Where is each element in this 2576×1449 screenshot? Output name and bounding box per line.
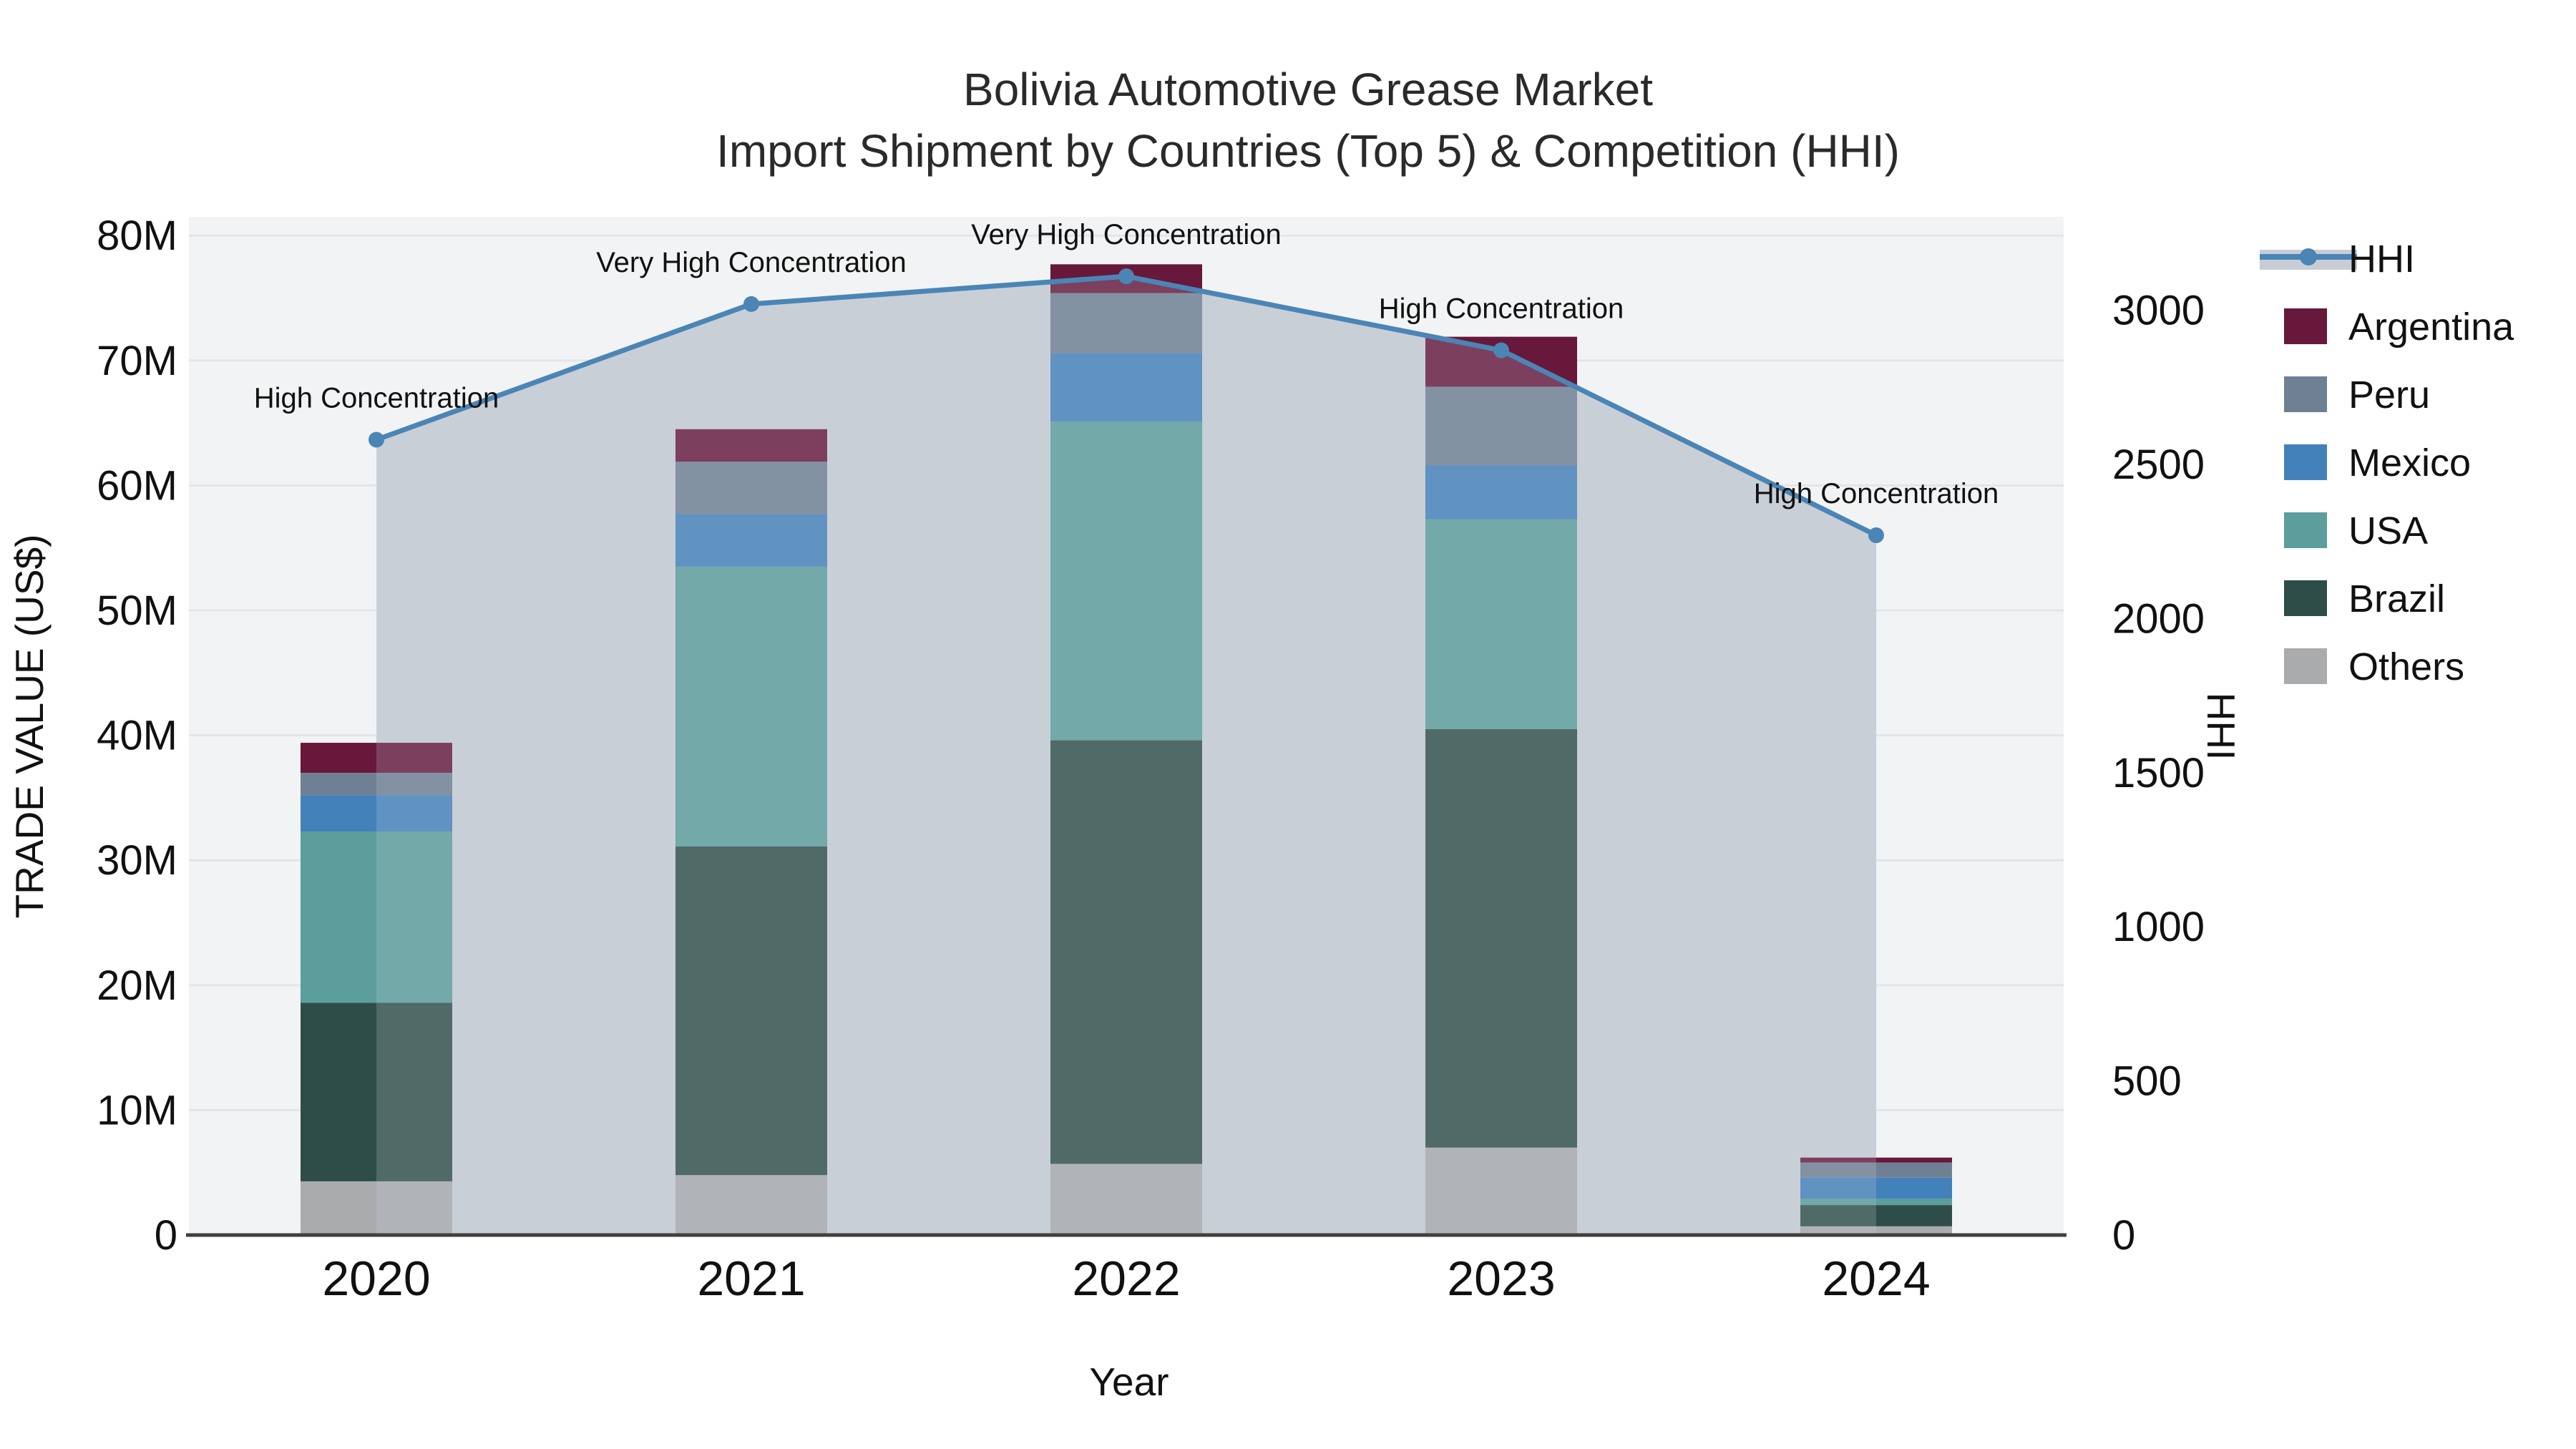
legend-item-others[interactable]: Others — [2284, 645, 2464, 688]
legend-label: HHI — [2348, 238, 2415, 280]
legend-color-swatch — [2284, 376, 2327, 412]
hhi-marker-2023 — [1493, 342, 1509, 358]
y-right-tick-label: 2000 — [2112, 595, 2205, 642]
legend-item-brazil[interactable]: Brazil — [2284, 577, 2445, 620]
bar-segment-argentina-2021 — [675, 429, 827, 462]
legend-item-argentina[interactable]: Argentina — [2284, 306, 2514, 348]
x-tick-label: 2020 — [322, 1252, 430, 1306]
bar-segment-others-2021 — [675, 1175, 827, 1235]
bar-segment-mexico-2021 — [675, 514, 827, 567]
bar-segment-others-2022 — [1050, 1163, 1202, 1235]
bar-segment-usa-2024 — [1800, 1199, 1952, 1206]
legend-item-mexico[interactable]: Mexico — [2284, 441, 2471, 484]
bar-segment-brazil-2022 — [1050, 740, 1202, 1164]
bar-segment-mexico-2020 — [301, 795, 452, 832]
legend-color-swatch — [2284, 444, 2327, 480]
bar-segment-brazil-2023 — [1425, 728, 1577, 1148]
hhi-marker-2022 — [1118, 268, 1134, 285]
legend-label: Others — [2348, 645, 2464, 688]
bar-segment-peru-2020 — [301, 772, 452, 796]
hhi-area-overlay — [376, 276, 1876, 1236]
bar-segment-peru-2023 — [1425, 386, 1577, 466]
y-left-tick-label: 30M — [97, 837, 177, 884]
y-left-tick-label: 60M — [97, 462, 177, 509]
legend-label: Argentina — [2348, 306, 2514, 348]
y-left-tick-label: 0 — [155, 1212, 177, 1259]
legend-label: USA — [2348, 509, 2428, 552]
legend-color-swatch — [2284, 648, 2327, 684]
concentration-annotation: Very High Concentration — [596, 247, 907, 278]
y-right-axis-title: HHI — [2199, 693, 2243, 761]
y-left-tick-label: 80M — [97, 213, 177, 259]
bar-segment-usa-2022 — [1050, 421, 1202, 741]
bar-segment-argentina-2020 — [301, 743, 452, 773]
legend-hhi-marker — [2300, 248, 2317, 265]
bar-segment-peru-2024 — [1800, 1162, 1952, 1178]
y-left-tick-label: 20M — [97, 962, 177, 1009]
bar-segment-mexico-2023 — [1425, 465, 1577, 519]
y-right-tick-label: 0 — [2112, 1212, 2135, 1259]
chart-title-line2: Import Shipment by Countries (Top 5) & C… — [716, 125, 1900, 177]
y-left-tick-label: 50M — [97, 587, 177, 634]
y-right-tick-label: 2500 — [2112, 441, 2205, 488]
concentration-annotation: High Concentration — [1379, 293, 1624, 325]
bar-segment-brazil-2024 — [1800, 1205, 1952, 1226]
legend-item-hhi[interactable]: HHI — [2260, 238, 2415, 280]
chart-title-line1: Bolivia Automotive Grease Market — [963, 64, 1653, 115]
legend-label: Mexico — [2348, 441, 2471, 484]
bar-segment-brazil-2020 — [301, 1002, 452, 1181]
legend-color-swatch — [2284, 580, 2327, 616]
concentration-annotation: High Concentration — [1754, 478, 1999, 509]
hhi-marker-2020 — [369, 431, 384, 448]
bar-segment-peru-2022 — [1050, 293, 1202, 353]
bar-segment-others-2024 — [1800, 1226, 1952, 1235]
hhi-marker-2021 — [743, 296, 759, 312]
bar-segment-others-2020 — [301, 1181, 452, 1235]
y-left-tick-label: 40M — [97, 713, 177, 759]
x-axis-title: Year — [1089, 1360, 1169, 1404]
y-right-tick-label: 500 — [2112, 1058, 2182, 1105]
y-left-tick-label: 70M — [97, 338, 177, 384]
legend-color-swatch — [2284, 512, 2327, 548]
x-tick-label: 2023 — [1447, 1252, 1555, 1306]
legend-item-usa[interactable]: USA — [2284, 509, 2428, 552]
bar-segment-brazil-2021 — [675, 846, 827, 1176]
bar-segment-usa-2021 — [675, 566, 827, 847]
bar-segment-usa-2020 — [301, 831, 452, 1003]
y-left-tick-label: 10M — [97, 1087, 177, 1133]
x-tick-label: 2024 — [1822, 1252, 1930, 1306]
y-right-tick-label: 1000 — [2112, 904, 2205, 950]
y-right-tick-label: 3000 — [2112, 288, 2205, 334]
concentration-annotation: Very High Concentration — [971, 219, 1282, 250]
bar-segment-usa-2023 — [1425, 519, 1577, 729]
bar-segment-mexico-2024 — [1800, 1177, 1952, 1199]
x-tick-label: 2021 — [697, 1252, 805, 1306]
y-left-axis-title: TRADE VALUE (US$) — [7, 535, 52, 919]
legend-label: Brazil — [2348, 577, 2445, 620]
y-right-tick-label: 1500 — [2112, 750, 2205, 796]
hhi-marker-2024 — [1868, 527, 1884, 544]
bar-segment-peru-2021 — [675, 462, 827, 514]
bar-segment-mexico-2022 — [1050, 353, 1202, 422]
legend-item-peru[interactable]: Peru — [2284, 374, 2430, 416]
legend-color-swatch — [2284, 308, 2327, 344]
x-tick-label: 2022 — [1072, 1252, 1180, 1306]
legend-label: Peru — [2348, 374, 2430, 416]
concentration-annotation: High Concentration — [254, 382, 499, 414]
bar-segment-argentina-2024 — [1800, 1157, 1952, 1163]
bar-segment-others-2023 — [1425, 1147, 1577, 1235]
